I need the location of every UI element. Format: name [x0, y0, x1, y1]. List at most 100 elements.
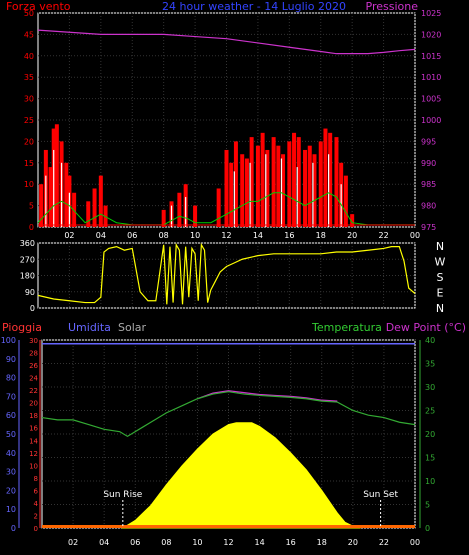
wind-bar — [92, 188, 97, 227]
temperature-tick-label: 40 — [425, 336, 435, 345]
wind-tick-label: 5 — [29, 202, 34, 211]
rain-tick-label: 24 — [29, 375, 38, 383]
time-tick-label: 20 — [347, 231, 357, 240]
wind-bar — [249, 137, 254, 227]
compass-label: S — [437, 271, 444, 284]
wind-bar — [39, 184, 44, 227]
wind-tick-label: 45 — [24, 30, 34, 39]
direction-tick-label: 270 — [20, 255, 35, 264]
wind-bar — [271, 137, 276, 227]
wind-bar — [287, 141, 292, 227]
humidity-tick-label: 90 — [6, 355, 16, 364]
temperature-tick-label: 0 — [425, 524, 430, 533]
time-tick-label: 02 — [64, 231, 74, 240]
temperature-tick-label: 5 — [425, 501, 430, 510]
wind-panel-time-axis: 02 04 06 08 10 12 14 16 18 20 22 00 — [64, 231, 420, 240]
wind-bar — [318, 141, 323, 227]
temperature-time-tick-label: 06 — [130, 538, 140, 547]
humidity-tick-label: 70 — [6, 392, 16, 401]
pressure-tick-label: 1005 — [421, 95, 441, 104]
wind-bar — [265, 149, 270, 227]
pressure-tick-label: 1000 — [421, 116, 441, 125]
gust-bar — [45, 175, 47, 227]
gust-bar — [53, 149, 55, 227]
wind-bar — [233, 141, 238, 227]
humidity-tick-label: 40 — [6, 449, 16, 458]
wind-tick-label: 10 — [24, 180, 34, 189]
time-tick-label: 10 — [190, 231, 200, 240]
pressure-tick-label: 1025 — [421, 9, 441, 18]
rain-tick-label: 10 — [29, 462, 38, 470]
gust-bar — [265, 154, 267, 227]
direction-line — [37, 242, 416, 305]
temperature-time-tick-label: 18 — [317, 538, 327, 547]
temperature-time-tick-label: 08 — [161, 538, 171, 547]
temperature-time-tick-label: 20 — [348, 538, 358, 547]
temperature-time-tick-label: 10 — [192, 538, 202, 547]
chart-title: 24 hour weather - 14 Luglio 2020 — [162, 0, 346, 13]
rain-tick-label: 14 — [29, 437, 38, 445]
temperature-time-tick-label: 04 — [99, 538, 109, 547]
direction-tick-label: 360 — [20, 239, 35, 248]
humidity-axis: 0 10 20 30 40 50 60 70 80 90 100 — [1, 336, 20, 533]
rain-tick-label: 12 — [29, 450, 38, 458]
time-tick-label: 06 — [127, 231, 137, 240]
wind-tick-label: 25 — [24, 116, 34, 125]
rain-tick-label: 28 — [29, 350, 38, 358]
solar-legend: Solar — [118, 321, 147, 334]
gust-bar — [185, 197, 187, 227]
wind-bar — [224, 149, 229, 227]
wind-bar — [86, 201, 91, 227]
compass-label: N — [436, 302, 444, 315]
rain-tick-label: 0 — [34, 525, 38, 533]
wind-tick-label: 0 — [29, 223, 34, 232]
wind-tick-label: 35 — [24, 73, 34, 82]
wind-bar — [193, 205, 198, 227]
direction-tick-label: 180 — [20, 272, 35, 281]
pressure-tick-label: 1015 — [421, 52, 441, 61]
wind-tick-label: 50 — [24, 9, 34, 18]
wind-bar — [312, 154, 317, 227]
temperature-time-tick-label: 14 — [254, 538, 264, 547]
rain-tick-label: 4 — [34, 500, 39, 508]
compass-label: N — [436, 240, 444, 253]
solar-area — [121, 422, 361, 529]
pressure-tick-label: 995 — [421, 137, 436, 146]
rain-tick-label: 16 — [29, 425, 38, 433]
wind-bar — [328, 132, 333, 227]
rain-tick-label: 26 — [29, 362, 38, 370]
wind-bar — [281, 154, 286, 227]
humidity-tick-label: 50 — [6, 430, 16, 439]
temperature-time-tick-label: 02 — [68, 538, 78, 547]
temperature-tick-label: 10 — [425, 477, 435, 486]
direction-panel-grid — [38, 242, 416, 309]
temperature-panel-time-axis: 02 04 06 08 10 12 14 16 18 20 22 00 — [68, 538, 420, 547]
humidity-legend: Umidita — [68, 321, 111, 334]
rain-bar — [42, 525, 415, 528]
wind-bar — [161, 209, 166, 227]
wind-bar — [303, 149, 308, 227]
wind-panel-series — [37, 29, 416, 227]
direction-tick-label: 0 — [30, 304, 35, 313]
wind-tick-label: 15 — [24, 159, 34, 168]
rain-tick-label: 6 — [34, 487, 39, 495]
temperature-line — [41, 391, 416, 438]
humidity-tick-label: 20 — [6, 486, 16, 495]
time-tick-label: 14 — [253, 231, 263, 240]
time-tick-label: 12 — [221, 231, 231, 240]
wind-bar — [323, 128, 328, 227]
temperature-tick-label: 35 — [425, 360, 435, 369]
wind-bar — [54, 124, 59, 227]
temperature-panel-series — [41, 343, 416, 529]
pressure-axis: 975 980 985 990 995 1000 1005 1010 1015 1020 1025 — [421, 9, 441, 232]
compass-label: E — [437, 287, 444, 300]
gust-bar — [312, 162, 314, 227]
temperature-axis: 0 5 10 15 20 25 30 35 40 — [419, 336, 435, 533]
pressure-axis-title: Pressione — [366, 0, 419, 13]
temperature-time-tick-label: 12 — [223, 538, 233, 547]
avg-wind-line — [37, 192, 415, 226]
temperature-time-tick-label: 22 — [379, 538, 389, 547]
time-tick-label: 18 — [316, 231, 326, 240]
